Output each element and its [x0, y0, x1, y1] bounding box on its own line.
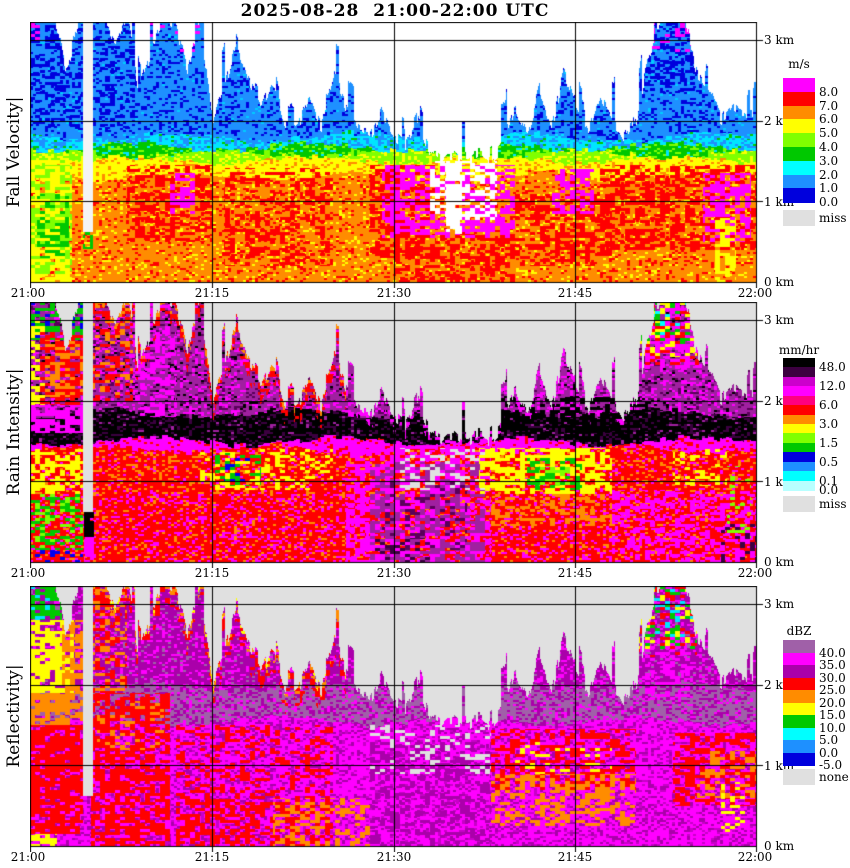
- colorbar-tick-label: 0.0: [819, 483, 839, 497]
- colorbar-tick-label: 25.0: [819, 683, 846, 697]
- reflectivity-axis-label: Reflectivity|: [4, 664, 24, 768]
- colorbar-none-label: none: [819, 770, 849, 784]
- x-tick-label: 21:00: [10, 566, 46, 580]
- colorbar-tick-label: 5.0: [819, 733, 839, 747]
- rain-intensity-axis-label: Rain Intensity|: [4, 368, 24, 496]
- colorbar-tick-label: 5.0: [819, 126, 839, 141]
- colorbar-band: [783, 715, 815, 729]
- colorbar-miss-swatch: [783, 496, 815, 512]
- colorbar-tick-label: 35.0: [819, 658, 846, 672]
- colorbar-tick-label: 7.0: [819, 98, 839, 113]
- x-tick-label: 21:45: [557, 566, 593, 580]
- colorbar-tick-label: 0.1: [819, 473, 839, 488]
- colorbar-band: [783, 677, 815, 691]
- colorbar-tick-label: 3.0: [819, 153, 839, 168]
- x-tick-label: 21:30: [376, 286, 412, 300]
- colorbar-band: [783, 480, 815, 491]
- figure-title: 2025-08-28 21:00-22:00 UTC: [240, 1, 550, 21]
- colorbar-band: [783, 386, 815, 397]
- colorbar-band: [783, 640, 815, 654]
- colorbar-none-swatch: [783, 769, 815, 785]
- colorbar-tick-label: 0.0: [819, 745, 839, 760]
- colorbar-band: [783, 740, 815, 754]
- colorbar-band: [783, 160, 815, 176]
- fall-velocity-axis-label: Fall Velocity|: [4, 96, 24, 208]
- y-tick-label: 0 km: [764, 275, 795, 289]
- x-tick-label: 21:45: [557, 286, 593, 300]
- colorbar-band: [783, 424, 815, 434]
- colorbar-band: [783, 433, 815, 444]
- x-tick-label: 21:30: [376, 566, 412, 580]
- colorbar-tick-label: 10.0: [819, 720, 846, 735]
- colorbar-band: [783, 133, 815, 148]
- x-tick-label: 22:00: [737, 566, 773, 580]
- colorbar-title: m/s: [788, 57, 810, 71]
- colorbar-band: [783, 414, 815, 425]
- colorbar-tick-label: 20.0: [819, 695, 846, 710]
- colorbar-band: [783, 358, 815, 368]
- x-tick-label: 21:00: [10, 286, 46, 300]
- y-tick-label: 3 km: [764, 313, 795, 327]
- colorbar-tick-label: 0.5: [819, 454, 839, 469]
- colorbar-tick-label: 48.0: [819, 360, 846, 375]
- colorbar-band: [783, 665, 815, 679]
- colorbar-tick-label: 12.0: [819, 379, 846, 394]
- colorbar-tick-label: 0.0: [819, 195, 839, 210]
- colorbar-band: [783, 174, 815, 189]
- colorbar-band: [783, 652, 815, 666]
- x-tick-label: 21:15: [194, 850, 230, 864]
- colorbar-band: [783, 105, 815, 120]
- colorbar-band: [783, 188, 815, 203]
- colorbar-tick-label: 1.5: [819, 435, 839, 450]
- colorbar-band: [783, 147, 815, 162]
- colorbar-tick-label: 6.0: [819, 112, 839, 127]
- x-tick-label: 21:30: [376, 850, 412, 864]
- colorbar-miss-label: miss: [819, 497, 847, 511]
- colorbar-miss-label: miss: [819, 211, 847, 225]
- colorbar-tick-label: 2.0: [819, 167, 839, 182]
- y-tick-label: 0 km: [764, 839, 795, 853]
- x-tick-label: 21:45: [557, 850, 593, 864]
- x-tick-label: 22:00: [737, 286, 773, 300]
- colorbar-band: [783, 78, 815, 93]
- colorbar-tick-label: 4.0: [819, 140, 839, 154]
- colorbar-band: [783, 727, 815, 741]
- colorbar-tick-label: 15.0: [819, 708, 846, 722]
- colorbar-band: [783, 442, 815, 453]
- colorbar-tick-label: 8.0: [819, 84, 839, 99]
- colorbar-band: [783, 452, 815, 463]
- x-tick-label: 21:00: [10, 850, 46, 864]
- colorbar-tick-label: 40.0: [819, 645, 846, 660]
- colorbar-tick-label: 6.0: [819, 398, 839, 413]
- colorbar-band: [783, 752, 815, 766]
- x-tick-label: 21:15: [194, 286, 230, 300]
- y-tick-label: 3 km: [764, 33, 795, 47]
- colorbar-miss-swatch: [783, 210, 815, 226]
- colorbar-band: [783, 702, 815, 716]
- colorbar-band: [783, 690, 815, 704]
- y-tick-label: 0 km: [764, 555, 795, 569]
- colorbar-tick-label: 3.0: [819, 417, 839, 431]
- colorbar-tick-label: 1.0: [819, 181, 839, 196]
- y-tick-label: 3 km: [764, 597, 795, 611]
- colorbar-tick-label: 30.0: [819, 670, 846, 685]
- colorbar-band: [783, 367, 815, 378]
- colorbar-title: mm/hr: [778, 343, 820, 357]
- colorbar-band: [783, 91, 815, 107]
- colorbar-tick-label: -5.0: [819, 758, 843, 772]
- colorbar-band: [783, 395, 815, 406]
- rain-intensity-heatmap: [30, 302, 765, 568]
- x-tick-label: 22:00: [737, 850, 773, 864]
- colorbar-band: [783, 376, 815, 387]
- colorbar-title: dBZ: [786, 624, 812, 638]
- x-tick-label: 21:15: [194, 566, 230, 580]
- colorbar-band: [783, 471, 815, 482]
- reflectivity-heatmap: [30, 586, 765, 852]
- colorbar-band: [783, 119, 815, 134]
- fall-velocity-heatmap: [30, 22, 765, 288]
- colorbar-band: [783, 405, 815, 416]
- colorbar-band: [783, 461, 815, 472]
